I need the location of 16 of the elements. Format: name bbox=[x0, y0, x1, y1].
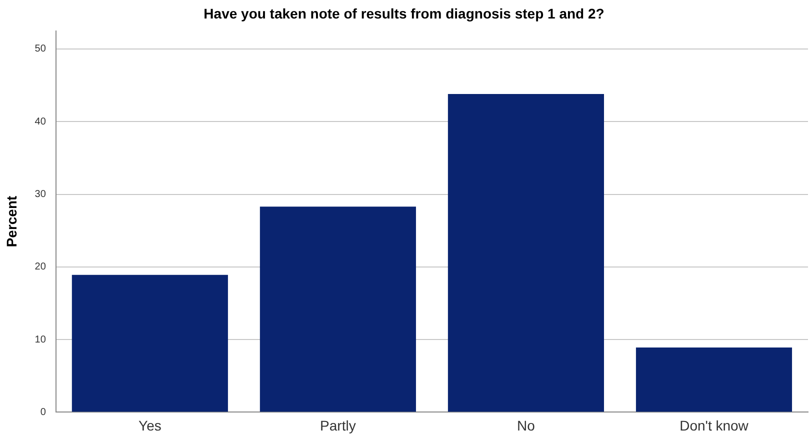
x-tick-label: No bbox=[517, 417, 536, 434]
x-tick-label: Yes bbox=[138, 417, 162, 434]
y-tick-label: 0 bbox=[40, 406, 46, 418]
y-tick-label: 40 bbox=[34, 116, 46, 128]
x-tick-label: Don't know bbox=[680, 417, 750, 434]
bar bbox=[260, 206, 416, 412]
bar bbox=[72, 274, 228, 412]
bar bbox=[448, 94, 604, 412]
y-tick-label: 20 bbox=[34, 262, 46, 273]
x-tick-label: Partly bbox=[320, 417, 356, 434]
y-tick-label: 30 bbox=[34, 189, 46, 200]
y-tick-label: 50 bbox=[34, 44, 46, 55]
y-tick-label: 10 bbox=[34, 334, 46, 346]
y-axis-title: Percent bbox=[3, 195, 20, 248]
bar bbox=[636, 348, 792, 412]
chart-title: Have you taken note of results from diagnosis step 1 and 2? bbox=[204, 5, 604, 22]
